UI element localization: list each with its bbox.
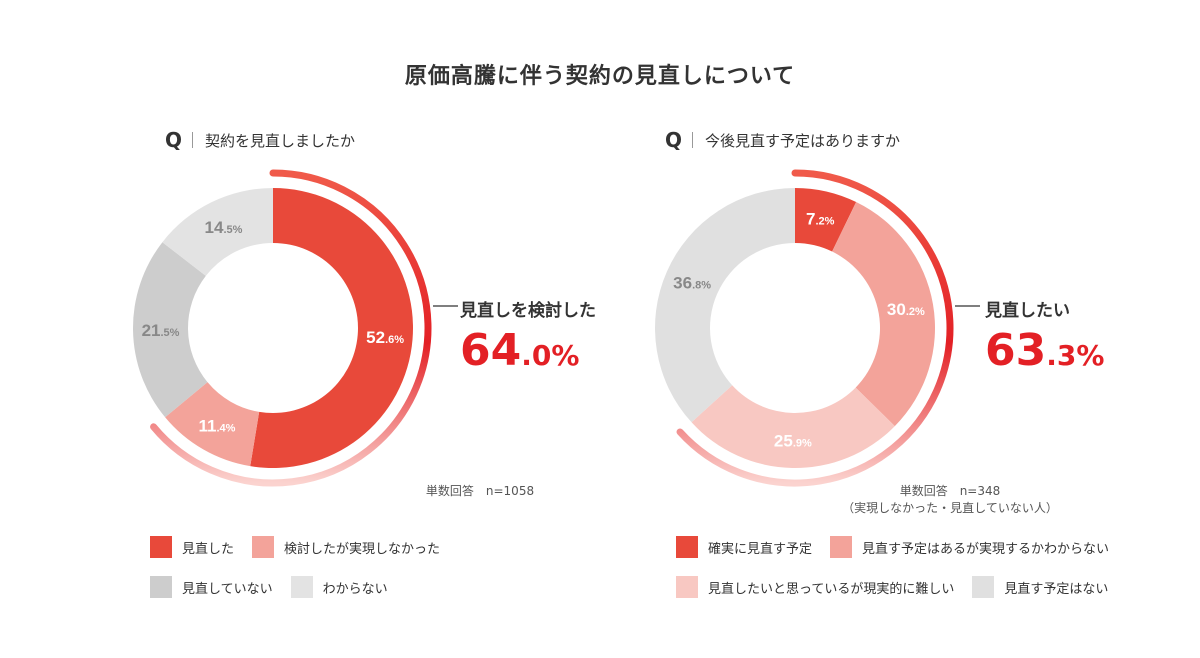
- legend-item: 見直す予定はない: [972, 576, 1108, 598]
- slice-value-label: 30.2%: [887, 300, 925, 319]
- donut-slice: [250, 188, 413, 468]
- legend-swatch: [676, 576, 698, 598]
- question-1: Q 契約を見直しましたか: [165, 128, 355, 152]
- legend-label: 見直した: [182, 541, 235, 557]
- legend-label: 確実に見直す予定: [708, 541, 813, 557]
- slice-value-label: 21.5%: [142, 321, 180, 340]
- callout-label: 見直したい: [985, 301, 1070, 321]
- legend-label: 見直したいと思っているが現実的に難しい: [708, 581, 955, 597]
- chart-title: 原価高騰に伴う契約の見直しについて: [404, 64, 796, 89]
- legend-item: 見直す予定はあるが実現するかわからない: [830, 536, 1109, 558]
- legend-label: 見直す予定はあるが実現するかわからない: [862, 541, 1110, 557]
- slice-value-label: 11.4%: [198, 417, 235, 436]
- slice-value-label: 52.6%: [366, 328, 404, 347]
- legend-row: 見直したいと思っているが現実的に難しい 見直す予定はない: [676, 576, 1127, 598]
- legend-row: 確実に見直す予定 見直す予定はあるが実現するかわからない: [676, 536, 1127, 558]
- question-2: Q 今後見直す予定はありますか: [665, 128, 900, 152]
- donut-slice: [691, 385, 895, 468]
- callout-value: 64.0%: [460, 325, 580, 376]
- legend-swatch: [150, 576, 172, 598]
- callout-arc: [676, 169, 954, 487]
- legend-swatch: [972, 576, 995, 598]
- q-mark: Q: [165, 128, 183, 152]
- donut-slice: [795, 188, 857, 252]
- sample-note-line2: （実現しなかった・見直していない人）: [842, 501, 1058, 515]
- question-text: 今後見直す予定はありますか: [705, 131, 901, 150]
- legend-item: 見直した: [150, 536, 234, 558]
- slice-value-label: 25.9%: [774, 431, 812, 450]
- callout-value: 63.3%: [985, 325, 1105, 376]
- donut-chart-2: 7.2% 30.2% 25.9% 36.8%: [655, 169, 980, 487]
- legend-label: わからない: [322, 581, 388, 597]
- legend-1: 見直した 検討したが実現しなかった見直していない わからない: [150, 536, 458, 616]
- legend-swatch: [252, 536, 275, 558]
- donut-slice: [133, 242, 208, 418]
- donut-slice: [162, 188, 273, 276]
- question-text: 契約を見直しましたか: [205, 131, 356, 150]
- sample-note-1: 単数回答 n=1058: [425, 484, 535, 498]
- legend-row: 見直した 検討したが実現しなかった: [150, 536, 458, 558]
- legend-label: 見直していない: [182, 581, 273, 597]
- legend-label: 検討したが実現しなかった: [284, 541, 441, 557]
- legend-swatch: [150, 536, 172, 558]
- sample-note-2: 単数回答 n=348 （実現しなかった・見直していない人）: [820, 482, 1080, 516]
- donut-slice: [165, 382, 260, 467]
- slice-value-label: 14.5%: [205, 218, 243, 237]
- donut-slice: [655, 188, 795, 423]
- callout-2: 見直したい 63.3%: [985, 296, 1104, 376]
- legend-item: 見直したいと思っているが現実的に難しい: [676, 576, 954, 598]
- q-separator: [192, 132, 194, 148]
- legend-row: 見直していない わからない: [150, 576, 458, 598]
- legend-label: 見直す予定はない: [1004, 581, 1109, 597]
- legend-item: 確実に見直す予定: [676, 536, 812, 558]
- legend-item: わからない: [290, 576, 388, 598]
- q-mark: Q: [665, 128, 683, 152]
- callout-1: 見直しを検討した 64.0%: [460, 296, 596, 376]
- legend-swatch: [290, 576, 313, 598]
- callout-arc: [150, 169, 432, 487]
- legend-swatch: [676, 536, 698, 558]
- q-separator: [692, 132, 694, 148]
- slice-value-label: 36.8%: [673, 274, 711, 293]
- callout-label: 見直しを検討した: [460, 301, 596, 321]
- donut-chart-1: 52.6% 11.4% 21.5% 14.5%: [133, 169, 458, 487]
- legend-item: 検討したが実現しなかった: [252, 536, 440, 558]
- donut-slice: [832, 202, 935, 427]
- sample-note-line1: 単数回答 n=348: [899, 484, 1001, 498]
- legend-item: 見直していない: [150, 576, 273, 598]
- legend-swatch: [830, 536, 853, 558]
- slice-value-label: 7.2%: [806, 209, 835, 228]
- legend-2: 確実に見直す予定 見直す予定はあるが実現するかわからない見直したいと思っているが現…: [676, 536, 1127, 616]
